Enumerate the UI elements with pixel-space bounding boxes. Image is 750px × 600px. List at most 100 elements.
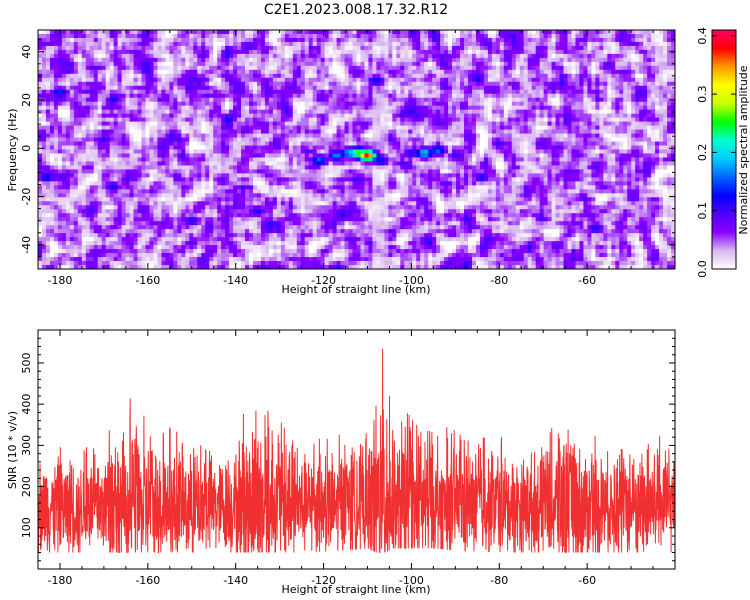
spectrogram-cell xyxy=(129,49,134,55)
spectrogram-cell xyxy=(201,57,206,63)
spectrogram-cell xyxy=(404,97,409,103)
spectrogram-cell xyxy=(416,117,421,123)
spectrogram-cell xyxy=(49,101,55,107)
spectrogram-cell xyxy=(408,97,413,103)
spectrogram-cell xyxy=(424,89,429,95)
spectrogram-cell xyxy=(420,53,425,59)
spectrogram-cell xyxy=(57,49,63,55)
spectrogram-cell xyxy=(420,77,425,83)
spectrogram-cell xyxy=(647,133,652,138)
spectrogram-cell xyxy=(663,53,668,59)
spectrogram-cell xyxy=(535,145,541,150)
spectrogram-cell xyxy=(360,85,365,91)
spectrogram-cell xyxy=(165,141,170,146)
spectrogram-cell xyxy=(177,149,182,154)
spectrogram-cell xyxy=(388,30,393,35)
spectrogram-cell xyxy=(292,101,298,107)
spectrogram-cell xyxy=(217,137,222,142)
spectrogram-cell xyxy=(663,73,668,79)
spectrogram-cell xyxy=(308,53,314,59)
spectrogram-cell xyxy=(635,49,640,55)
spectrogram-cell xyxy=(555,97,560,103)
spectrogram-cell xyxy=(137,129,142,134)
spectrogram-cell xyxy=(173,141,178,146)
spectrogram-cell xyxy=(85,85,91,91)
spectrogram-cell xyxy=(404,33,409,39)
spectrogram-cell xyxy=(667,65,672,71)
spectrogram-cell xyxy=(651,133,656,138)
spectrogram-cell xyxy=(292,149,298,154)
spectrogram-cell xyxy=(424,37,429,43)
spectrogram-cell xyxy=(360,125,365,130)
spectrogram-cell xyxy=(77,93,83,99)
spectrogram-cell xyxy=(655,113,660,119)
spectrogram-cell xyxy=(352,33,357,39)
spectrogram-cell xyxy=(197,93,202,99)
spectrogram-cell xyxy=(181,117,186,123)
spectrogram-cell xyxy=(487,45,493,51)
spectrogram-cell xyxy=(611,81,616,87)
spectrogram-cell xyxy=(61,69,67,75)
spectrogram-cell xyxy=(631,117,636,123)
spectrogram-cell xyxy=(432,93,437,99)
spectrogram-cell xyxy=(587,137,592,142)
spectrogram-cell xyxy=(245,53,250,59)
spectrogram-cell xyxy=(360,41,365,47)
spectrogram-cell xyxy=(412,97,417,103)
spectrogram-cell xyxy=(352,85,357,91)
spectrogram-cell xyxy=(129,101,134,107)
spectrogram-cell xyxy=(667,121,672,126)
spectrogram-cell xyxy=(583,77,588,83)
spectrogram-cell xyxy=(328,33,334,39)
spectrogram-cell xyxy=(424,101,429,107)
spectrogram-cell xyxy=(635,33,640,39)
spectrogram-cell xyxy=(384,121,389,126)
spectrogram-cell xyxy=(639,73,644,79)
spectrogram-cell xyxy=(475,89,481,95)
spectrogram-cell xyxy=(65,137,71,142)
spectrogram-cell xyxy=(69,53,75,59)
spectrogram-cell xyxy=(57,69,63,75)
spectrogram-cell xyxy=(463,33,469,39)
spectrogram-cell xyxy=(523,73,529,79)
spectrogram-cell xyxy=(316,33,322,39)
spectrogram-cell xyxy=(49,41,55,47)
spectrogram-cell xyxy=(408,109,413,115)
spectrogram-cell xyxy=(611,73,616,79)
spectrogram-cell xyxy=(639,33,644,39)
spectrogram-cell xyxy=(543,97,548,103)
spectrogram-cell xyxy=(137,85,142,91)
spectrogram-cell xyxy=(264,30,270,35)
spectrogram-cell xyxy=(583,125,588,130)
spectrogram-cell xyxy=(260,73,266,79)
spectrogram-cell xyxy=(352,133,357,138)
spectrogram-cell xyxy=(81,61,87,67)
spectrogram-cell xyxy=(213,97,218,103)
spectrogram-cell xyxy=(483,85,489,91)
spectrogram-cell xyxy=(412,37,417,43)
spectrogram-cell xyxy=(519,105,525,111)
spectrogram-cell xyxy=(117,49,123,55)
spectrogram-cell xyxy=(396,109,401,115)
spectrogram-cell xyxy=(400,53,405,59)
spectrogram-cell xyxy=(519,57,525,63)
spectrogram-cell xyxy=(320,73,326,79)
spectrogram-cell xyxy=(268,101,274,107)
spectrogram-cell xyxy=(38,53,43,59)
spectrogram-cell xyxy=(436,125,441,130)
spectrogram-cell xyxy=(531,109,537,115)
spectrogram-cell xyxy=(432,53,437,59)
spectrogram-cell xyxy=(125,153,130,158)
spectrogram-cell xyxy=(575,45,580,51)
spectrogram-cell xyxy=(515,117,521,123)
spectrogram-cell xyxy=(73,105,79,111)
spectrogram-cell xyxy=(272,89,278,95)
spectrogram-cell xyxy=(264,61,270,67)
spectrogram-cell xyxy=(280,30,286,35)
spectrogram-cell xyxy=(352,69,357,75)
spectrogram-cell xyxy=(185,125,190,130)
spectrogram-cell xyxy=(340,49,345,55)
spectrogram-cell xyxy=(611,97,616,103)
spectrogram-cell xyxy=(65,121,71,126)
spectrogram-cell xyxy=(491,73,497,79)
